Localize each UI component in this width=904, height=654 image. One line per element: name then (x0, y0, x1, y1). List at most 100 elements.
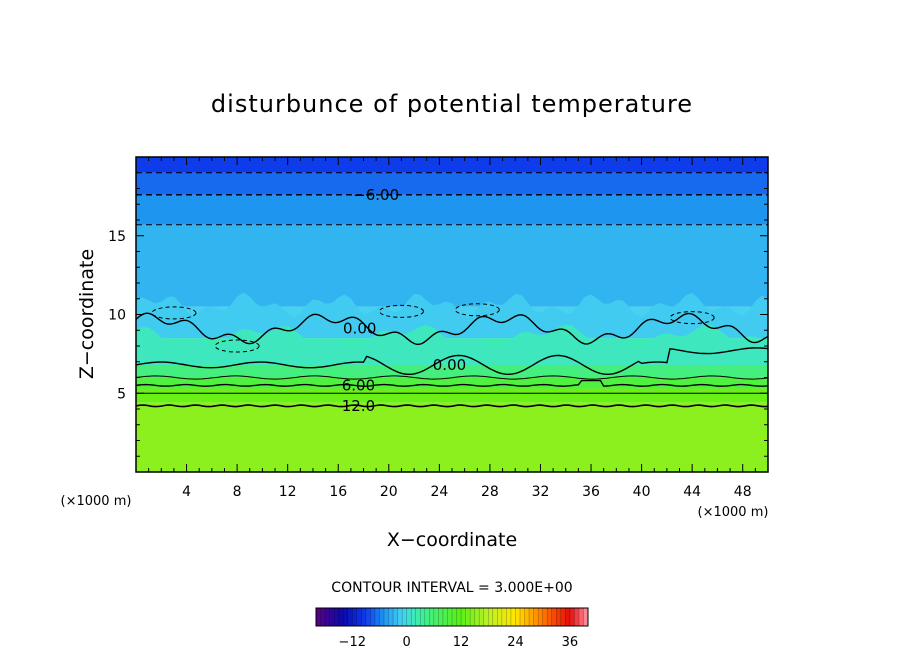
colorbar-cell (329, 608, 335, 626)
contour-label: −6.00 (353, 186, 399, 204)
colorbar-cell (433, 608, 439, 626)
x-tick-label: 4 (182, 484, 191, 500)
colorbar-cell (316, 608, 322, 626)
colorbar-cell (533, 608, 539, 626)
colorbar-cell (361, 608, 367, 626)
x-tick-label: 48 (734, 484, 752, 500)
colorbar-tick-label: −12 (339, 635, 366, 650)
colorbar-cell (442, 608, 448, 626)
field-band (136, 194, 768, 225)
colorbar-cell (379, 608, 385, 626)
y-unit-label: (×1000 m) (61, 494, 132, 509)
x-tick-label: 24 (430, 484, 448, 500)
contour-interval-text: CONTOUR INTERVAL = 3.000E+00 (331, 580, 572, 596)
colorbar-cell (551, 608, 557, 626)
colorbar-cell (556, 608, 562, 626)
y-tick-label: 5 (117, 386, 126, 402)
x-tick-label: 20 (380, 484, 398, 500)
colorbar-cell (406, 608, 412, 626)
colorbar-cell (501, 608, 507, 626)
colorbar-cell (465, 608, 471, 626)
contour-eddy (669, 311, 715, 325)
field-band (136, 224, 768, 307)
colorbar-cell (338, 608, 344, 626)
colorbar-cell (542, 608, 548, 626)
x-axis-label: X−coordinate (387, 529, 517, 551)
contour-line (136, 312, 768, 346)
colorbar-cell (565, 608, 571, 626)
contour-line (136, 375, 768, 380)
field-band (136, 388, 768, 403)
contour-eddy (151, 306, 197, 320)
field-band (136, 172, 768, 195)
colorbar-tick-label: 24 (507, 635, 524, 650)
x-tick-label: 40 (633, 484, 651, 500)
colorbar-cell (483, 608, 489, 626)
contour-line (136, 347, 768, 376)
colorbar-cell (492, 608, 498, 626)
x-tick-label: 16 (329, 484, 347, 500)
colorbar-cell (538, 608, 544, 626)
colorbar-cell (415, 608, 421, 626)
contour-eddy (454, 303, 500, 317)
contour-line (136, 404, 768, 408)
field-band (136, 377, 768, 389)
colorbar-cell (569, 608, 575, 626)
colorbar-cell (370, 608, 376, 626)
colorbar-cell (424, 608, 430, 626)
colorbar-cell (456, 608, 462, 626)
colorbar-cell (320, 608, 326, 626)
x-tick-label: 36 (582, 484, 600, 500)
colorbar-cell (520, 608, 526, 626)
colorbar-tick-label: 36 (562, 635, 579, 650)
colorbar-frame (315, 607, 589, 627)
colorbar-cell (356, 608, 362, 626)
y-tick-label: 15 (108, 229, 126, 245)
field-transition (136, 324, 768, 365)
colorbar-cell (429, 608, 435, 626)
field-band (136, 157, 768, 173)
colorbar-cell (583, 608, 589, 626)
x-unit-label: (×1000 m) (698, 505, 769, 520)
colorbar-cell (438, 608, 444, 626)
colorbar-cell (461, 608, 467, 626)
colorbar-cell (397, 608, 403, 626)
colorbar-cell (347, 608, 353, 626)
colorbar-cell (411, 608, 417, 626)
colorbar-cell (524, 608, 530, 626)
colorbar-cell (325, 608, 331, 626)
colorbar-cell (515, 608, 521, 626)
colorbar-tick-label: 12 (453, 635, 470, 650)
colorbar-cell (547, 608, 553, 626)
field-fill (136, 157, 768, 472)
contour-lines (136, 172, 768, 408)
colorbar-cell (510, 608, 516, 626)
contour-label: 6.00 (342, 376, 375, 394)
field-band (136, 402, 768, 472)
colorbar-tick-label: 0 (403, 635, 411, 650)
colorbar-cell (578, 608, 584, 626)
contour-labels: −6.00 0.00 0.00 6.00 12.0 (342, 186, 466, 415)
colorbar: −12 0 12 24 36 (315, 607, 589, 650)
colorbar-cell (447, 608, 453, 626)
contour-eddy (214, 339, 260, 353)
contour-label: 0.00 (433, 356, 466, 374)
colorbar-cell (393, 608, 399, 626)
colorbar-cell (384, 608, 390, 626)
colorbar-cell (352, 608, 358, 626)
x-tick-label: 28 (481, 484, 499, 500)
colorbar-cell (506, 608, 512, 626)
chart-title: disturbunce of potential temperature (211, 90, 693, 118)
colorbar-cell (343, 608, 349, 626)
x-tick-label: 44 (683, 484, 701, 500)
y-axis-label: Z−coordinate (76, 249, 98, 379)
colorbar-cell (374, 608, 380, 626)
x-tick-label: 12 (279, 484, 297, 500)
colorbar-cell (388, 608, 394, 626)
colorbar-cell (470, 608, 476, 626)
colorbar-cell (497, 608, 503, 626)
colorbar-cell (365, 608, 371, 626)
colorbar-cell (334, 608, 340, 626)
